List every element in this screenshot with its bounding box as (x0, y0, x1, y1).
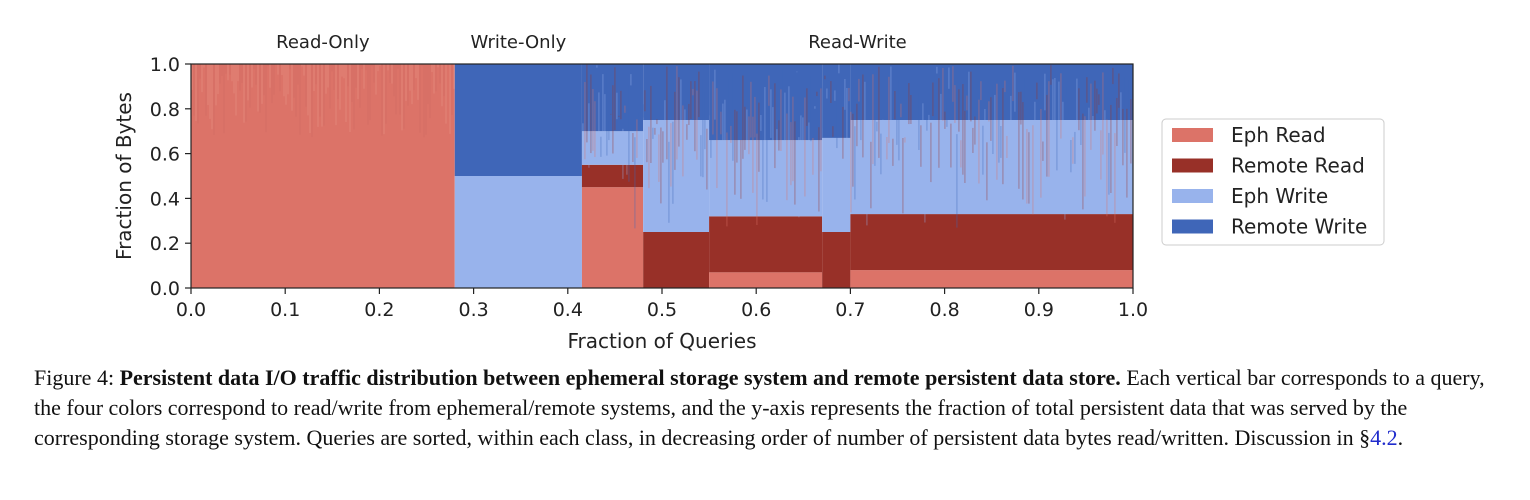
bar-remote-write-1 (454, 64, 582, 176)
x-tick-label: 0.5 (647, 299, 677, 321)
figure-caption: Figure 4: Persistent data I/O traffic di… (34, 363, 1499, 453)
bar-remote-write-2 (581, 64, 644, 132)
x-tick-label: 0.8 (929, 299, 959, 321)
y-tick-label: 0.8 (150, 99, 180, 121)
y-tick-label: 0.0 (150, 278, 180, 300)
caption-bold: Persistent data I/O traffic distribution… (119, 365, 1121, 390)
legend-swatch (1172, 128, 1213, 142)
axes: 0.0 0.1 0.2 0.3 0.4 0.5 0.6 0.7 0.8 0.9 1.0 0.0 0.2 0… (112, 54, 1148, 353)
bar-remote-write-5 (822, 64, 851, 138)
caption-label: Figure 4: (34, 365, 115, 390)
x-tick-label: 0.1 (270, 299, 300, 321)
bar-eph-write-4 (709, 140, 823, 217)
x-tick-label: 0.4 (553, 299, 583, 321)
plot-bars (191, 64, 1133, 288)
bar-remote-read-4 (709, 216, 823, 273)
bar-eph-write-1 (454, 176, 582, 288)
legend-swatch (1172, 219, 1213, 234)
region-label-read-write: Read-Write (808, 32, 907, 53)
bar-remote-write-4 (709, 64, 823, 141)
caption-body: Each vertical bar corresponds to a query… (34, 365, 1485, 450)
y-tick-label: 1.0 (150, 54, 180, 76)
region-labels: Read-Only Write-Only Read-Write (276, 32, 907, 53)
x-tick-label: 0.9 (1024, 299, 1054, 321)
bar-eph-read-4 (709, 272, 823, 288)
bar-eph-read-0 (191, 64, 455, 288)
y-tick-label: 0.6 (150, 144, 180, 166)
legend-label: Remote Write (1231, 215, 1367, 239)
bar-eph-write-2 (581, 131, 644, 165)
stacked-bar-chart: 0.0 0.1 0.2 0.3 0.4 0.5 0.6 0.7 0.8 0.9 1.0 0.0 0.2 0… (112, 32, 1385, 353)
legend-swatch (1172, 158, 1213, 173)
bar-eph-read-2 (581, 187, 644, 288)
y-tick-label: 0.4 (150, 188, 180, 210)
legend-label: Remote Read (1231, 154, 1365, 178)
x-tick-label: 0.3 (458, 299, 488, 321)
region-label-write-only: Write-Only (470, 32, 566, 53)
caption-end: . (1397, 425, 1404, 450)
legend-label: Eph Read (1231, 123, 1326, 147)
bar-remote-read-6 (850, 214, 1133, 271)
region-label-read-only: Read-Only (276, 32, 370, 53)
bar-remote-write-3 (643, 64, 710, 120)
y-tick-label: 0.2 (150, 233, 180, 255)
legend-label: Eph Write (1231, 184, 1328, 208)
caption-section-link[interactable]: 4.2 (1370, 425, 1398, 450)
bar-remote-read-5 (822, 232, 851, 288)
legend: Eph Read Remote Read Eph Write Remote Write (1161, 118, 1385, 246)
bar-texture (191, 64, 1134, 232)
bar-remote-read-2 (581, 164, 644, 188)
bar-eph-write-5 (822, 137, 851, 232)
bar-remote-read-3 (643, 232, 710, 288)
legend-box (1161, 118, 1385, 246)
x-tick-label: 0.6 (741, 299, 771, 321)
bar-remote-write-6 (850, 64, 1133, 120)
y-axis-title: Fraction of Bytes (112, 92, 136, 260)
legend-swatch (1172, 189, 1213, 203)
bar-eph-write-6 (850, 120, 1133, 215)
x-axis-title: Fraction of Queries (567, 329, 756, 353)
x-tick-label: 1.0 (1118, 299, 1148, 321)
bar-eph-read-6 (850, 270, 1133, 288)
x-tick-label: 0.0 (176, 299, 206, 321)
x-tick-label: 0.7 (835, 299, 865, 321)
bar-eph-write-3 (643, 120, 710, 232)
x-tick-label: 0.2 (364, 299, 394, 321)
